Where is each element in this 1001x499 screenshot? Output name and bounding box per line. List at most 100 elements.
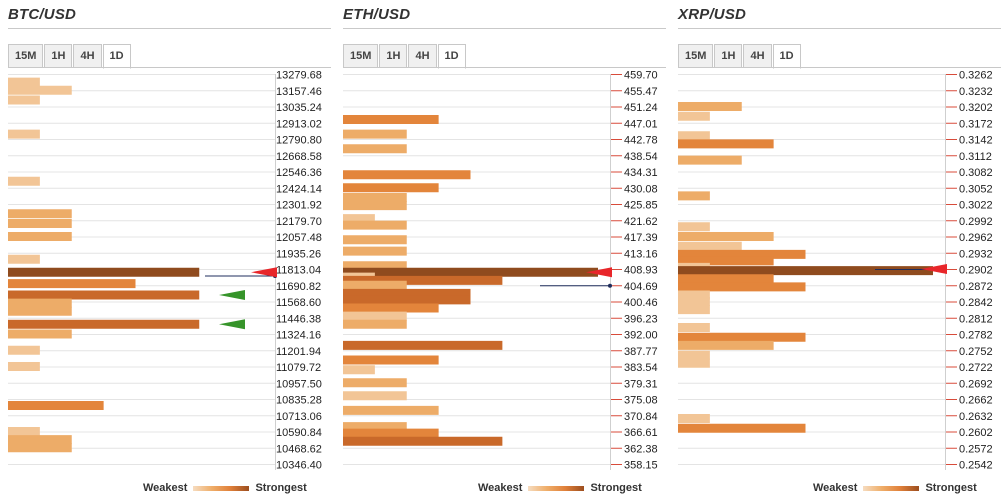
level-bar (343, 115, 439, 124)
price-tick-label: 0.2902 (959, 265, 993, 277)
level-bar (678, 423, 806, 433)
level-bar (678, 249, 806, 259)
level-bar (343, 183, 439, 193)
legend-weakest: Weakest (478, 482, 523, 494)
timeframe-tabs: 15M 1H 4H 1D (8, 44, 132, 69)
price-tick-label: 0.2722 (959, 362, 993, 374)
level-bar (8, 209, 72, 219)
price-tick-label: 417.39 (624, 232, 658, 244)
price-tick-label: 438.54 (624, 151, 658, 163)
price-tick-label: 434.31 (624, 167, 658, 179)
red-arrow-icon (921, 264, 947, 274)
price-tick-label: 10468.62 (276, 443, 322, 455)
price-tick-label: 10590.84 (276, 427, 322, 439)
current-price-dot (608, 283, 612, 288)
tab-1h[interactable]: 1H (714, 44, 743, 68)
tab-15m[interactable]: 15M (343, 44, 379, 68)
tab-4h[interactable]: 4H (408, 44, 437, 68)
chart-title: XRP/USD (678, 6, 747, 23)
legend-gradient (528, 485, 585, 491)
price-tick-label: 362.38 (624, 443, 658, 455)
red-arrow-icon (251, 267, 277, 278)
tab-1d[interactable]: 1D (772, 44, 801, 69)
price-tick-label: 0.3202 (959, 102, 993, 114)
title-divider (678, 28, 1001, 29)
level-bar (343, 214, 375, 224)
tab-4h[interactable]: 4H (743, 44, 772, 68)
tab-15m[interactable]: 15M (678, 44, 714, 68)
level-bar (343, 436, 503, 446)
level-bar (8, 443, 72, 453)
red-arrow-icon (586, 267, 612, 278)
price-tick-label: 0.2542 (959, 460, 993, 472)
level-bar (8, 362, 40, 371)
price-tick-label: 10835.28 (276, 395, 322, 407)
price-tick-label: 0.2602 (959, 427, 993, 439)
level-bar (678, 290, 710, 300)
tab-1h[interactable]: 1H (379, 44, 408, 68)
level-bar (8, 95, 40, 105)
level-bar (678, 266, 933, 276)
price-tick-label: 404.69 (624, 281, 658, 293)
price-tick-label: 11324.16 (276, 330, 321, 342)
legend-strongest: Strongest (590, 482, 642, 494)
price-tick-label: 400.46 (624, 297, 658, 309)
price-tick-label: 0.2752 (959, 346, 993, 358)
price-tick-label: 430.08 (624, 183, 658, 195)
tab-15m[interactable]: 15M (8, 44, 44, 68)
price-tick-label: 0.3232 (959, 86, 993, 98)
price-tick-label: 370.84 (624, 411, 658, 423)
tab-1h[interactable]: 1H (44, 44, 73, 68)
level-bar (8, 435, 72, 445)
level-bar (678, 358, 710, 368)
price-tick-label: 11201.94 (276, 346, 321, 358)
tab-4h[interactable]: 4H (73, 44, 102, 68)
level-bar (8, 279, 136, 289)
price-tick-label: 10346.40 (276, 460, 322, 472)
level-bar (678, 241, 742, 251)
tab-1d[interactable]: 1D (437, 44, 466, 69)
legend: Weakest Strongest (478, 482, 642, 494)
price-tick-label: 0.3262 (959, 70, 993, 82)
level-bar (8, 290, 200, 300)
level-bar (8, 77, 40, 87)
level-bar (678, 414, 710, 423)
level-bar (8, 345, 40, 355)
green-arrow-icon (219, 290, 245, 300)
level-bar (343, 193, 407, 202)
price-tick-label: 13279.68 (276, 70, 322, 82)
level-bar (8, 129, 40, 139)
price-tick-label: 455.47 (624, 86, 658, 98)
price-tick-label: 0.2932 (959, 248, 993, 260)
price-tick-label: 447.01 (624, 118, 658, 130)
price-tick-label: 11935.26 (276, 248, 321, 260)
price-tick-label: 0.2782 (959, 330, 993, 342)
price-tick-label: 379.31 (624, 378, 658, 390)
price-tick-label: 0.3082 (959, 167, 993, 179)
tab-1d[interactable]: 1D (102, 44, 131, 69)
level-bar (678, 111, 710, 121)
level-bar (343, 422, 407, 432)
price-tick-label: 11446.38 (276, 313, 321, 325)
price-tick-label: 0.2692 (959, 378, 993, 390)
price-tick-label: 425.85 (624, 200, 658, 212)
price-tick-label: 396.23 (624, 313, 658, 325)
price-tick-label: 11813.04 (276, 265, 321, 277)
legend-weakest: Weakest (813, 482, 858, 494)
level-bar (8, 329, 72, 339)
price-tick-label: 0.2962 (959, 232, 993, 244)
confluence-chart-btc: 13279.68 13157.46 13035.24 12913.02 12790.80… (8, 70, 322, 472)
level-bar (8, 319, 200, 329)
price-tick-label: 0.2662 (959, 395, 993, 407)
price-tick-label: 408.93 (624, 265, 658, 277)
price-tick-label: 392.00 (624, 330, 658, 342)
level-bar (343, 428, 439, 438)
level-bar (343, 405, 439, 415)
level-bar (678, 191, 710, 201)
level-bar (678, 256, 774, 266)
chart-title: ETH/USD (343, 6, 411, 23)
price-tick-label: 0.3172 (959, 118, 993, 130)
price-tick-label: 11568.60 (276, 297, 321, 309)
level-bar (343, 201, 407, 211)
timeframe-tabs: 15M 1H 4H 1D (678, 44, 802, 69)
